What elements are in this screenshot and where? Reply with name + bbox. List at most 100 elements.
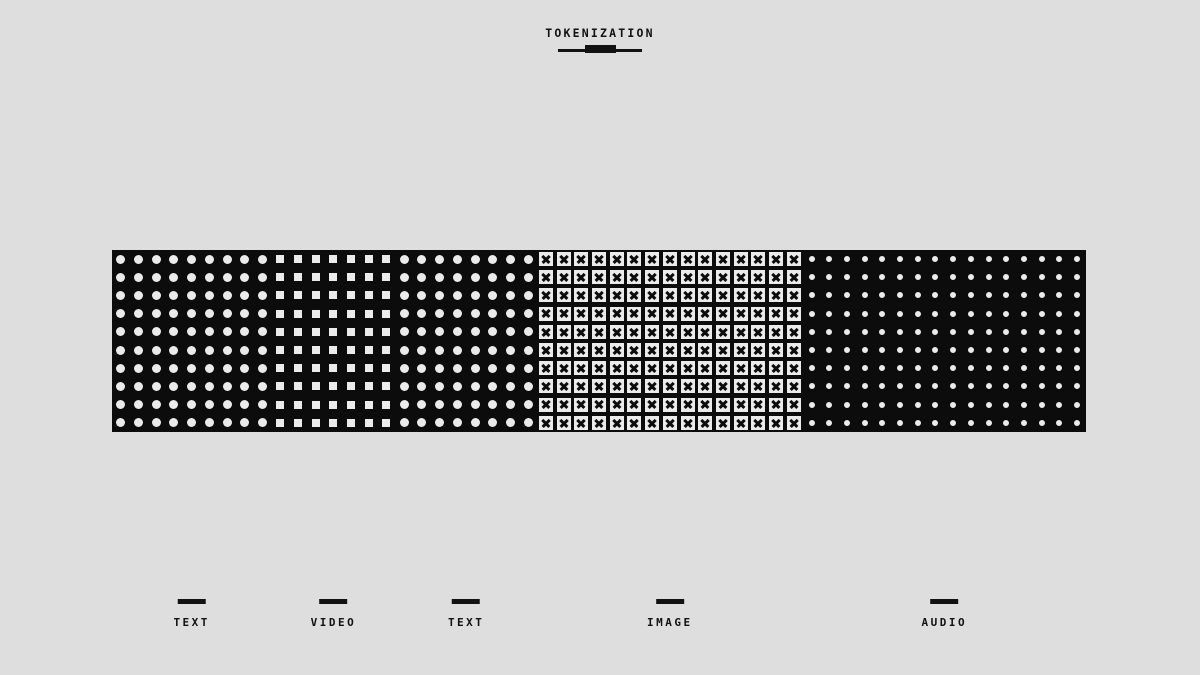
token-ring-icon <box>967 347 974 354</box>
token-cell <box>997 396 1015 414</box>
token-dot-icon <box>505 254 515 264</box>
token-cell <box>732 268 750 286</box>
token-dot-icon <box>435 345 445 355</box>
token-cell <box>484 286 502 304</box>
token-dot-icon <box>523 290 533 300</box>
token-ring-icon <box>826 328 833 335</box>
token-cell <box>696 396 714 414</box>
token-ring-icon <box>843 256 850 263</box>
token-cell <box>360 396 378 414</box>
token-ring-icon <box>897 347 904 354</box>
token-ring-icon <box>1038 274 1045 281</box>
token-cell <box>838 286 856 304</box>
token-cell <box>767 323 785 341</box>
token-cell <box>997 414 1015 432</box>
token-cell <box>271 377 289 395</box>
token-x-icon <box>769 379 784 394</box>
token-dot-icon <box>258 309 268 319</box>
token-cell <box>944 359 962 377</box>
token-cell <box>325 414 343 432</box>
token-cell <box>555 396 573 414</box>
token-dot-icon <box>505 290 515 300</box>
token-cell <box>856 377 874 395</box>
token-cell <box>165 250 183 268</box>
token-cell <box>679 414 697 432</box>
token-cell <box>803 323 821 341</box>
token-cell <box>307 396 325 414</box>
token-dot-icon <box>417 254 427 264</box>
token-cell <box>325 341 343 359</box>
token-cell <box>254 305 272 323</box>
token-cell <box>147 323 165 341</box>
token-dot-icon <box>417 418 427 428</box>
token-cell <box>997 268 1015 286</box>
token-cell <box>980 341 998 359</box>
token-x-icon <box>574 324 589 339</box>
token-cell <box>236 323 254 341</box>
token-cell <box>130 305 148 323</box>
token-cell <box>572 341 590 359</box>
token-dot-icon <box>258 327 268 337</box>
token-cell <box>590 250 608 268</box>
legend-label-video: VIDEO <box>310 616 357 629</box>
token-ring-icon <box>950 401 957 408</box>
token-cell <box>271 359 289 377</box>
token-cell <box>1068 414 1086 432</box>
token-dot-icon <box>505 418 515 428</box>
token-cell <box>980 286 998 304</box>
token-square-icon <box>293 346 302 355</box>
token-cell <box>307 268 325 286</box>
token-cell <box>626 305 644 323</box>
token-dot-icon <box>399 254 409 264</box>
token-x-icon <box>556 397 571 412</box>
token-cell <box>183 305 201 323</box>
token-cell <box>289 286 307 304</box>
token-cell <box>165 286 183 304</box>
token-cell <box>944 341 962 359</box>
token-cell <box>944 305 962 323</box>
legend-item-video: VIDEO <box>311 599 357 629</box>
token-ring-icon <box>1056 383 1063 390</box>
token-dot-icon <box>240 290 250 300</box>
token-cell <box>820 268 838 286</box>
token-cell <box>360 305 378 323</box>
token-cell <box>236 414 254 432</box>
token-cell <box>378 377 396 395</box>
token-ring-icon <box>1074 292 1081 299</box>
token-cell <box>820 250 838 268</box>
token-cell <box>750 268 768 286</box>
token-cell <box>201 268 219 286</box>
token-dot-icon <box>240 418 250 428</box>
token-dot-icon <box>187 381 197 391</box>
token-dot-icon <box>523 345 533 355</box>
token-x-icon <box>769 270 784 285</box>
token-dot-icon <box>240 327 250 337</box>
legend-dash <box>930 599 959 604</box>
token-ring-icon <box>967 274 974 281</box>
token-dot-icon <box>222 327 232 337</box>
token-dot-icon <box>116 290 126 300</box>
token-dot-icon <box>204 381 214 391</box>
token-cell <box>767 250 785 268</box>
token-cell <box>785 268 803 286</box>
token-x-icon <box>591 397 606 412</box>
token-dot-icon <box>523 381 533 391</box>
token-ring-icon <box>843 274 850 281</box>
token-cell <box>502 396 520 414</box>
token-x-icon <box>574 252 589 267</box>
token-cell <box>1015 305 1033 323</box>
token-x-icon <box>627 288 642 303</box>
token-cell <box>661 377 679 395</box>
token-cell <box>927 268 945 286</box>
token-dot-icon <box>222 254 232 264</box>
token-dot-icon <box>134 381 144 391</box>
token-cell <box>466 377 484 395</box>
token-x-icon <box>645 324 660 339</box>
token-cell <box>112 286 130 304</box>
token-cell <box>254 323 272 341</box>
token-square-icon <box>382 418 391 427</box>
token-ring-icon <box>1038 419 1045 426</box>
token-cell <box>873 341 891 359</box>
token-dot-icon <box>523 309 533 319</box>
token-cell <box>555 414 573 432</box>
